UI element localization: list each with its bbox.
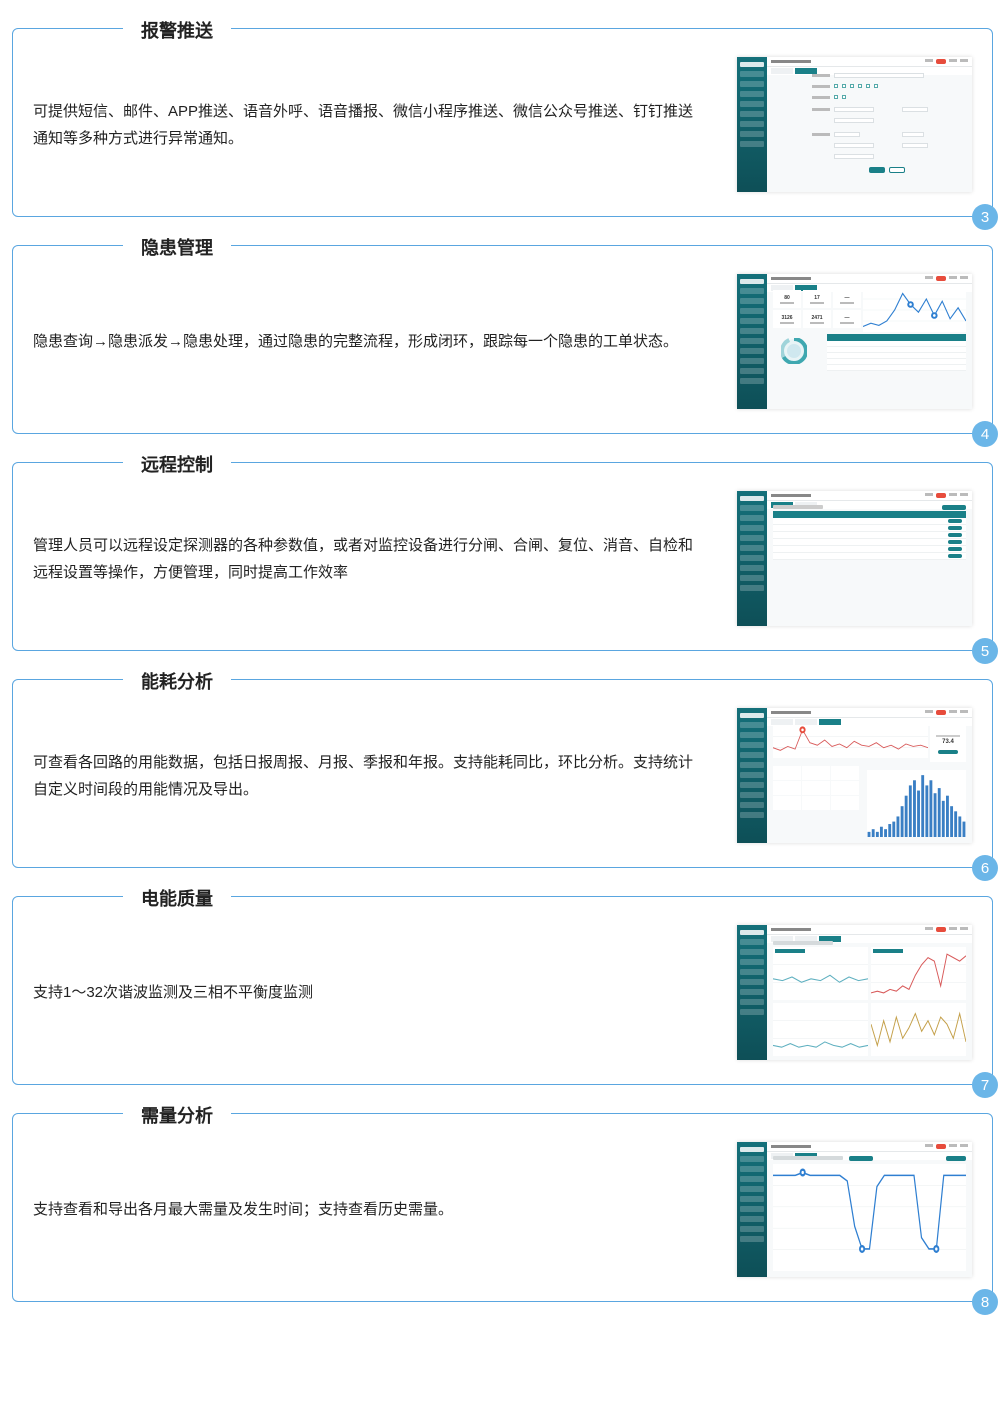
demand-line-chart <box>773 1164 966 1271</box>
section-alarm-push: 报警推送 可提供短信、邮件、APP推送、语音外呼、语音播报、微信小程序推送、微信… <box>12 28 993 217</box>
section-desc: 支持1～32次谐波监测及三相不平衡度监测 <box>33 979 737 1006</box>
pq-grid <box>773 947 966 1056</box>
section-badge: 7 <box>972 1072 998 1098</box>
section-remote: 远程控制 管理人员可以远程设定探测器的各种参数值，或者对监控设备进行分闸、合闸、… <box>12 462 993 651</box>
section-title: 远程控制 <box>123 451 231 477</box>
section-energy: 能耗分析 可查看各回路的用能数据，包括日报周报、月报、季报和年报。支持能耗同比，… <box>12 679 993 868</box>
section-title: 隐患管理 <box>123 234 231 260</box>
section-desc: 可查看各回路的用能数据，包括日报周报、月报、季报和年报。支持能耗同比，环比分析。… <box>33 749 737 803</box>
section-power-quality: 电能质量 支持1～32次谐波监测及三相不平衡度监测 7 <box>12 896 993 1085</box>
screenshot-pq <box>737 925 972 1060</box>
section-title: 报警推送 <box>123 17 231 43</box>
screenshot-remote <box>737 491 972 626</box>
section-badge: 4 <box>972 421 998 447</box>
screenshot-alarm <box>737 57 972 192</box>
section-badge: 8 <box>972 1289 998 1315</box>
hazard-line-chart <box>863 288 966 332</box>
hazard-donut <box>781 338 807 364</box>
section-badge: 5 <box>972 638 998 664</box>
section-demand: 需量分析 支持查看和导出各月最大需量及发生时间；支持查看历史需量。 8 <box>12 1113 993 1302</box>
section-desc: 可提供短信、邮件、APP推送、语音外呼、语音播报、微信小程序推送、微信公众号推送… <box>33 98 737 152</box>
section-badge: 6 <box>972 855 998 881</box>
section-title: 电能质量 <box>123 885 231 911</box>
screenshot-hazard: 80 17 — 3126 2471 — <box>737 274 972 409</box>
section-desc: 隐患查询→隐患派发→隐患处理，通过隐患的完整流程，形成闭环，跟踪每一个隐患的工单… <box>33 328 737 355</box>
energy-line-chart <box>773 726 928 758</box>
section-title: 能耗分析 <box>123 668 231 694</box>
energy-stats <box>773 766 859 810</box>
energy-side-panel: 73.4 <box>930 726 966 762</box>
section-desc: 支持查看和导出各月最大需量及发生时间；支持查看历史需量。 <box>33 1196 737 1223</box>
section-desc: 管理人员可以远程设定探测器的各种参数值，或者对监控设备进行分闸、合闸、复位、消音… <box>33 532 737 586</box>
hazard-stats: 80 17 — 3126 2471 — <box>773 290 861 328</box>
screenshot-demand <box>737 1142 972 1277</box>
section-hazard: 隐患管理 隐患查询→隐患派发→隐患处理，通过隐患的完整流程，形成闭环，跟踪每一个… <box>12 245 993 434</box>
energy-bar-chart <box>867 770 966 837</box>
screenshot-energy: 73.4 <box>737 708 972 843</box>
section-title: 需量分析 <box>123 1102 231 1128</box>
hazard-table <box>827 334 966 371</box>
section-badge: 3 <box>972 204 998 230</box>
